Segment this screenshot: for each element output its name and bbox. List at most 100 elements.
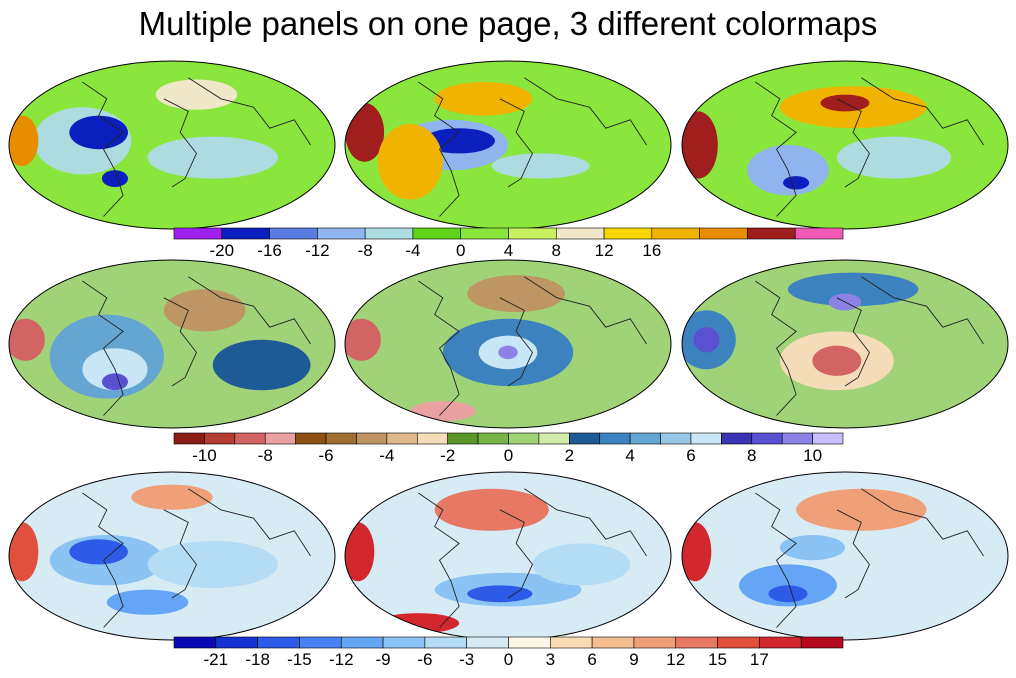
contour-region <box>682 522 712 582</box>
contour-region <box>69 539 128 565</box>
contour-region <box>423 128 495 154</box>
colorbar-tick-label: 17 <box>750 650 769 669</box>
map-outline <box>681 259 1009 429</box>
map-outline <box>8 471 336 641</box>
colorbar-tick-label: 10 <box>803 446 822 465</box>
colorbar-swatch <box>173 432 205 445</box>
colorbar-swatch <box>660 432 692 445</box>
colorbar-tick-label: -6 <box>318 446 333 465</box>
colorbar-swatch <box>651 227 700 240</box>
colorbar-swatch <box>173 227 223 240</box>
colorbar-swatch <box>173 636 217 649</box>
map-panel <box>682 472 1008 640</box>
coastline <box>163 297 197 387</box>
contour-region <box>9 522 39 582</box>
contour-region <box>101 373 128 391</box>
colorbar-swatch <box>447 432 479 445</box>
colorbar-tick-label: 0 <box>504 650 513 669</box>
contour-region <box>532 543 631 586</box>
colorbar-tick-label: -20 <box>209 241 234 260</box>
colorbar-tick-label: -8 <box>258 446 273 465</box>
coastline <box>82 81 124 217</box>
coastline <box>755 280 797 416</box>
contour-region <box>434 82 533 116</box>
colorbar-swatch <box>424 636 467 649</box>
map-panel <box>9 260 335 428</box>
colorbar-swatch <box>356 432 388 445</box>
colorbar-swatch <box>699 227 748 240</box>
contour-region <box>345 318 381 361</box>
colorbar-swatch <box>386 432 418 445</box>
coastline <box>836 297 870 387</box>
coastline <box>524 276 647 345</box>
contour-region <box>163 289 246 332</box>
colorbar-swatch <box>477 432 509 445</box>
contour-region <box>410 401 476 422</box>
coastline <box>82 280 124 416</box>
coastline <box>499 297 533 387</box>
colorbar: -10 -8 -6 -4 -2 0 2 4 6 8 10 <box>173 432 844 465</box>
colorbar-tick-label: 6 <box>686 446 695 465</box>
contour-region <box>467 275 566 313</box>
colorbar-swatch <box>295 432 327 445</box>
colorbar-tick-label: 12 <box>666 650 685 669</box>
coastline <box>524 77 647 146</box>
colorbar-tick-label: 3 <box>546 650 555 669</box>
colorbar-swatch <box>555 227 605 240</box>
colorbar-swatch <box>800 636 844 649</box>
map-outline <box>8 60 336 230</box>
colorbar-tick-label: -6 <box>417 650 432 669</box>
colorbar-swatch <box>215 636 258 649</box>
coastline <box>418 492 460 628</box>
colorbar-tick-label: -4 <box>379 446 394 465</box>
colorbar-swatch <box>508 432 540 445</box>
contour-region <box>106 589 189 615</box>
coastline <box>163 98 197 188</box>
colorbar-tick-label: 6 <box>587 650 596 669</box>
contour-region <box>147 540 278 588</box>
contour-region <box>147 136 278 179</box>
contour-region <box>155 79 238 110</box>
colorbar-swatch <box>629 432 661 445</box>
coastline <box>861 276 984 345</box>
map-panel <box>345 61 671 229</box>
colorbar-swatch <box>416 432 448 445</box>
coastline <box>418 81 460 217</box>
colorbar-swatch <box>717 636 760 649</box>
contour-region <box>377 124 443 200</box>
colorbar-swatch <box>317 227 366 240</box>
map-panel <box>345 260 671 428</box>
coastline <box>524 488 647 557</box>
contour-region <box>434 488 549 531</box>
colorbar-swatch <box>591 636 635 649</box>
coastline <box>188 77 311 146</box>
contour-region <box>9 115 39 167</box>
colorbar-swatch <box>721 432 753 445</box>
contour-region <box>787 272 919 307</box>
contour-region <box>796 488 927 531</box>
colorbar-swatch <box>466 636 509 649</box>
coastline <box>82 492 124 628</box>
contour-region <box>869 543 968 586</box>
colorbar-tick-label: 4 <box>504 241 513 260</box>
map-outline <box>8 259 336 429</box>
coastline <box>755 492 797 628</box>
colorbar-swatch <box>364 227 414 240</box>
colorbar-swatch <box>599 432 631 445</box>
colorbar-tick-label: 9 <box>629 650 638 669</box>
colorbar-tick-label: 12 <box>595 241 614 260</box>
map-panel <box>682 260 1008 428</box>
colorbar-tick-label: 8 <box>552 241 561 260</box>
contour-region <box>779 535 846 561</box>
colorbar-tick-label: -8 <box>358 241 373 260</box>
colorbar-swatch <box>234 432 266 445</box>
colorbar-tick-label: -18 <box>245 650 270 669</box>
colorbar-swatch <box>747 227 796 240</box>
coastline <box>861 488 984 557</box>
colorbar-swatch <box>794 227 844 240</box>
contour-region <box>345 522 375 582</box>
contour-region <box>783 176 810 190</box>
colorbar-swatch <box>382 636 426 649</box>
colorbar-tick-label: 16 <box>642 241 661 260</box>
coastline <box>163 509 197 599</box>
